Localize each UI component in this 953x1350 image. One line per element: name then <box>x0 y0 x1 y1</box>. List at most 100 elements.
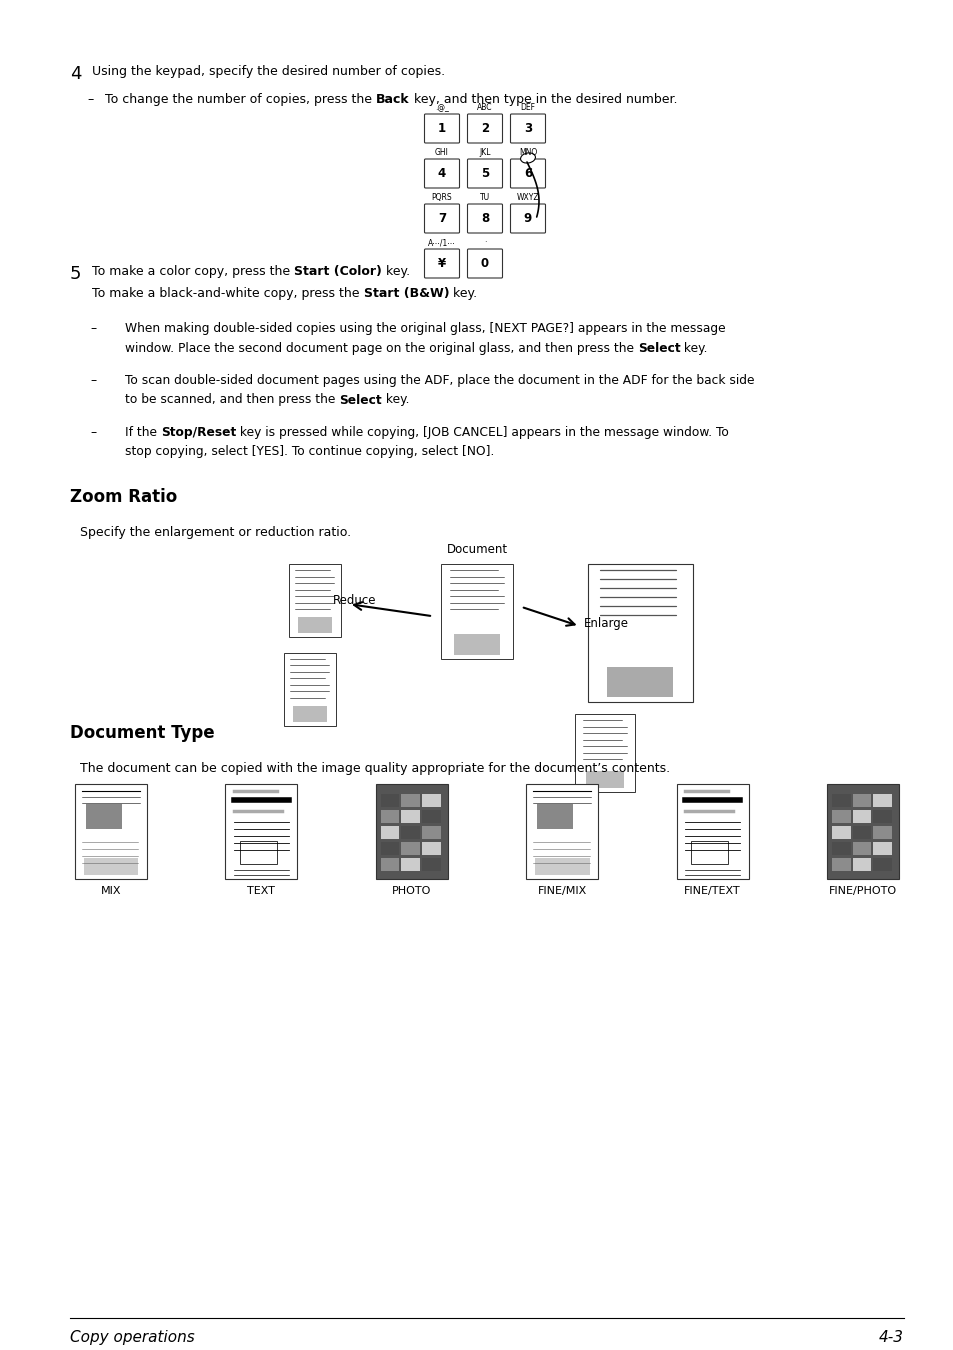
Text: Stop/Reset: Stop/Reset <box>161 427 236 439</box>
Bar <box>587 564 692 702</box>
Bar <box>84 859 138 875</box>
Text: 0: 0 <box>480 256 489 270</box>
Bar <box>421 810 440 824</box>
Text: –: – <box>90 323 96 335</box>
Bar <box>421 859 440 871</box>
Bar <box>852 859 870 871</box>
FancyBboxPatch shape <box>424 113 459 143</box>
Bar <box>440 564 513 659</box>
FancyBboxPatch shape <box>467 159 502 188</box>
Text: To scan double-sided document pages using the ADF, place the document in the ADF: To scan double-sided document pages usin… <box>125 374 754 387</box>
Bar <box>239 841 277 864</box>
Bar <box>585 771 623 788</box>
Text: Back: Back <box>375 93 409 107</box>
Text: Copy operations: Copy operations <box>70 1330 194 1345</box>
Bar <box>75 784 147 879</box>
Text: to be scanned, and then press the: to be scanned, and then press the <box>125 393 339 406</box>
Bar <box>537 805 573 829</box>
Bar <box>380 826 399 838</box>
Bar <box>86 805 122 829</box>
Bar <box>421 826 440 838</box>
Text: Start (B&W): Start (B&W) <box>363 288 449 300</box>
Ellipse shape <box>520 153 535 163</box>
Bar <box>293 706 327 722</box>
Bar <box>401 794 419 807</box>
FancyBboxPatch shape <box>424 159 459 188</box>
Text: WXYZ: WXYZ <box>517 193 538 202</box>
FancyBboxPatch shape <box>467 204 502 234</box>
Bar <box>575 714 634 792</box>
Bar <box>401 842 419 855</box>
Bar <box>401 810 419 824</box>
Text: If the: If the <box>125 427 161 439</box>
Bar <box>607 667 672 697</box>
Text: key, and then type in the desired number.: key, and then type in the desired number… <box>409 93 677 107</box>
Text: window. Place the second document page on the original glass, and then press the: window. Place the second document page o… <box>125 342 638 355</box>
Text: ABC: ABC <box>476 103 493 112</box>
Bar <box>872 842 891 855</box>
FancyBboxPatch shape <box>467 113 502 143</box>
Text: stop copying, select [YES]. To continue copying, select [NO].: stop copying, select [YES]. To continue … <box>125 446 494 459</box>
Bar <box>872 859 891 871</box>
Text: ¥: ¥ <box>437 256 446 270</box>
Bar <box>831 842 850 855</box>
Text: To make a black-and-white copy, press the: To make a black-and-white copy, press th… <box>91 288 363 300</box>
Text: Start (Color): Start (Color) <box>294 265 381 278</box>
Bar <box>831 810 850 824</box>
Text: TU: TU <box>479 193 490 202</box>
Text: FINE/MIX: FINE/MIX <box>537 886 586 896</box>
Text: 1: 1 <box>437 122 446 135</box>
Text: Enlarge: Enlarge <box>583 617 628 629</box>
Text: Select: Select <box>339 393 381 406</box>
Bar <box>284 653 335 726</box>
Text: The document can be copied with the image quality appropriate for the document’s: The document can be copied with the imag… <box>80 761 669 775</box>
Bar <box>421 842 440 855</box>
Bar <box>831 859 850 871</box>
Text: –: – <box>90 427 96 439</box>
Text: Document Type: Document Type <box>70 724 214 742</box>
Bar <box>401 826 419 838</box>
Text: To make a color copy, press the: To make a color copy, press the <box>91 265 294 278</box>
Text: 9: 9 <box>523 212 532 225</box>
Bar <box>297 617 332 633</box>
Bar <box>872 826 891 838</box>
Text: 2: 2 <box>480 122 489 135</box>
Bar <box>380 810 399 824</box>
Text: 8: 8 <box>480 212 489 225</box>
Text: 6: 6 <box>523 167 532 180</box>
Bar <box>852 842 870 855</box>
Text: –: – <box>90 374 96 387</box>
Text: 4-3: 4-3 <box>878 1330 903 1345</box>
Text: GHI: GHI <box>435 148 449 157</box>
Text: –: – <box>87 93 93 107</box>
Text: 7: 7 <box>437 212 446 225</box>
Text: 4: 4 <box>70 65 81 82</box>
Bar <box>676 784 748 879</box>
FancyBboxPatch shape <box>424 204 459 234</box>
Bar <box>831 826 850 838</box>
Bar <box>690 841 728 864</box>
Text: TEXT: TEXT <box>247 886 275 896</box>
Text: key is pressed while copying, [JOB CANCEL] appears in the message window. To: key is pressed while copying, [JOB CANCE… <box>236 427 728 439</box>
Text: Zoom Ratio: Zoom Ratio <box>70 487 177 506</box>
Text: 5: 5 <box>70 265 81 284</box>
Bar <box>380 859 399 871</box>
Text: FINE/TEXT: FINE/TEXT <box>683 886 740 896</box>
Bar <box>375 784 447 879</box>
FancyBboxPatch shape <box>510 113 545 143</box>
Text: Select: Select <box>638 342 679 355</box>
Bar <box>852 826 870 838</box>
Bar <box>535 859 589 875</box>
Text: DEF: DEF <box>520 103 535 112</box>
Text: FINE/PHOTO: FINE/PHOTO <box>828 886 896 896</box>
Text: .@_: .@_ <box>435 103 449 112</box>
Text: JKL: JKL <box>478 148 490 157</box>
Text: A⋯/1⋯: A⋯/1⋯ <box>428 238 456 247</box>
Text: key.: key. <box>449 288 476 300</box>
Text: PHOTO: PHOTO <box>392 886 431 896</box>
Text: 4: 4 <box>437 167 446 180</box>
Bar <box>380 842 399 855</box>
Bar <box>225 784 297 879</box>
FancyBboxPatch shape <box>510 159 545 188</box>
Text: Specify the enlargement or reduction ratio.: Specify the enlargement or reduction rat… <box>80 526 351 539</box>
